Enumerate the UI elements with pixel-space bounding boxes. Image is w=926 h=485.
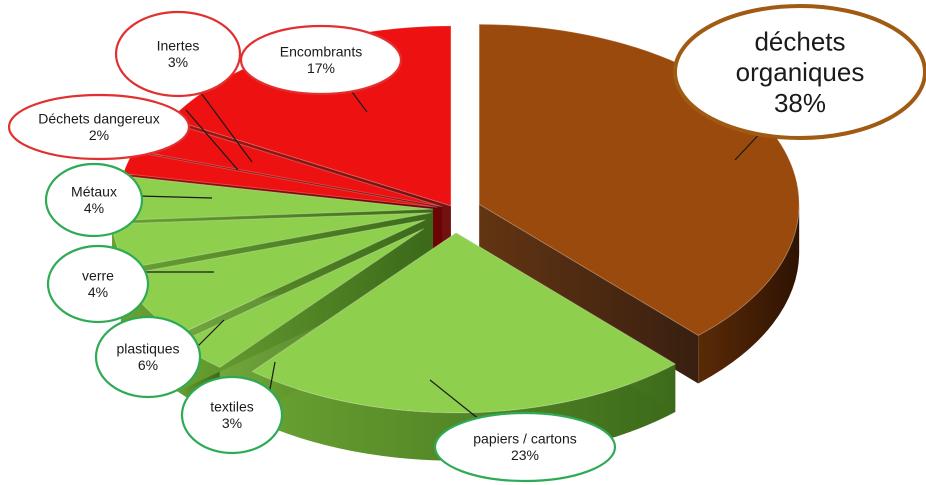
callout-ring bbox=[433, 411, 617, 483]
data-label-name: textiles bbox=[210, 399, 254, 415]
leader-line bbox=[137, 195, 213, 199]
data-label-name: Encombrants bbox=[280, 44, 362, 60]
leader-line bbox=[429, 379, 481, 421]
callout-ring bbox=[44, 162, 144, 238]
callout-ring bbox=[7, 93, 191, 161]
leader-line bbox=[195, 319, 225, 349]
data-label-value: 4% bbox=[88, 284, 108, 300]
slice-papiers-cartons bbox=[251, 232, 677, 414]
data-label-name: Inertes bbox=[157, 38, 200, 54]
leader-line bbox=[185, 109, 239, 171]
callout-ring bbox=[239, 24, 403, 96]
data-label-name: plastiques bbox=[116, 341, 179, 357]
data-label-name: organiques bbox=[736, 57, 865, 87]
data-label-value: 3% bbox=[168, 54, 188, 70]
slice-cut-d-chets-organiques bbox=[479, 204, 699, 384]
data-label-name: Métaux bbox=[71, 184, 117, 200]
data-label-value: 38% bbox=[774, 88, 826, 118]
leader-line bbox=[351, 91, 368, 113]
callout-ring bbox=[46, 244, 150, 324]
callout-ring bbox=[114, 10, 242, 98]
data-label-value: 3% bbox=[222, 415, 242, 431]
data-label-value: 17% bbox=[307, 60, 335, 76]
data-label-name: déchets bbox=[754, 26, 845, 56]
data-label-value: 23% bbox=[511, 447, 539, 463]
data-label-name: papiers / cartons bbox=[473, 431, 577, 447]
data-label-name: verre bbox=[82, 268, 114, 284]
data-label-value: 6% bbox=[138, 357, 158, 373]
data-label-value: 2% bbox=[89, 127, 109, 143]
data-label-name: Déchets dangereux bbox=[38, 111, 159, 127]
callout-ring bbox=[94, 315, 202, 399]
slice-side-d-chets-organiques bbox=[698, 204, 800, 384]
data-label-value: 4% bbox=[84, 200, 104, 216]
callout-ring bbox=[673, 4, 926, 140]
callout-ring bbox=[180, 375, 284, 455]
